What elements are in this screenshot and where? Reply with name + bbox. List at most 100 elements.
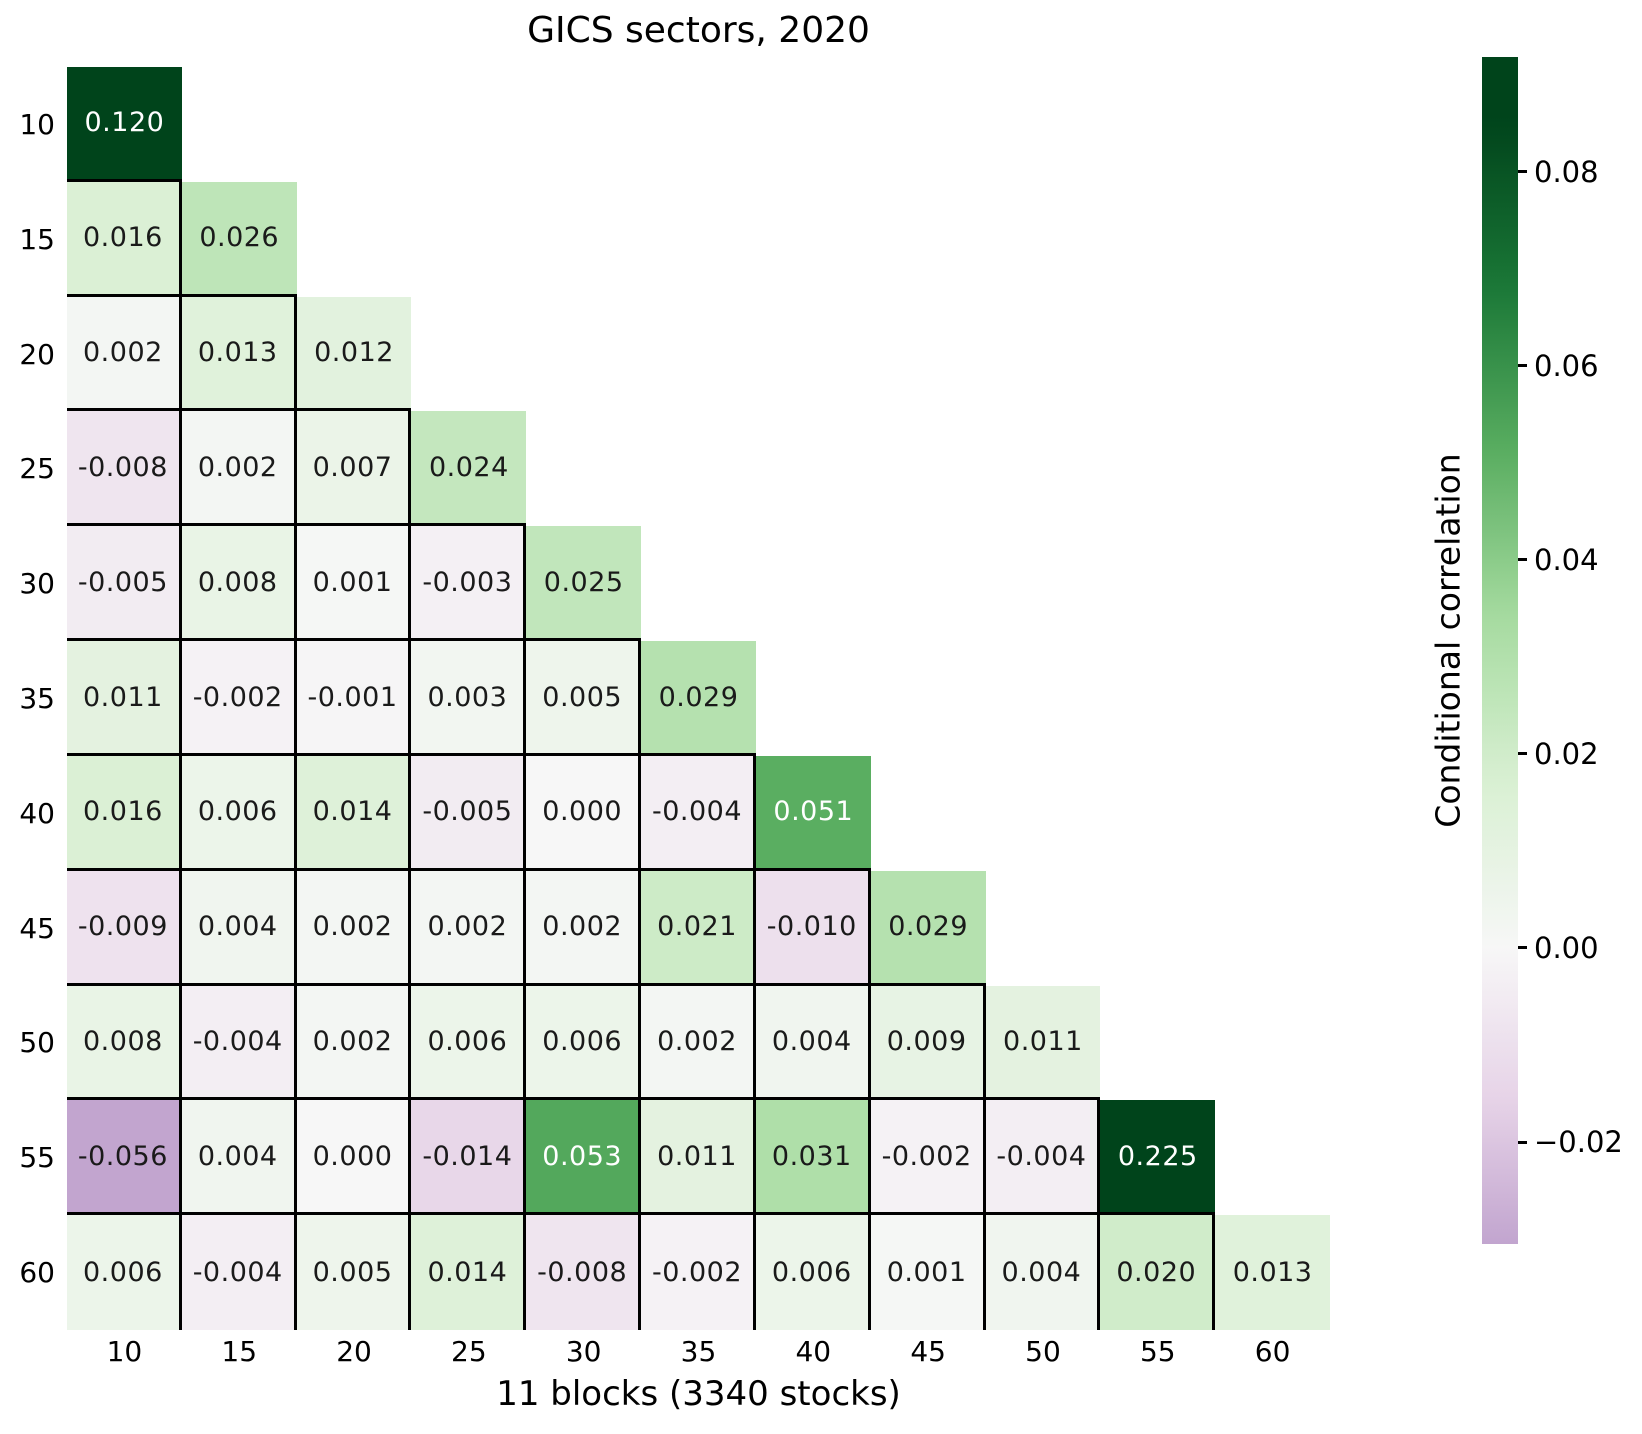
heatmap-cell: 0.004	[755, 985, 871, 1101]
heatmap-cell: 0.006	[67, 1215, 182, 1330]
x-tick-label: 25	[451, 1334, 487, 1368]
cell-value: -0.004	[651, 796, 743, 828]
colorbar-tick-label: 0.06	[1534, 348, 1599, 383]
cell-value: 0.004	[197, 1140, 278, 1172]
y-tick-label: 30	[19, 567, 55, 601]
cell-value: -0.002	[651, 1257, 743, 1289]
heatmap-cell: -0.056	[67, 1100, 182, 1216]
heatmap-cell: 0.003	[411, 641, 527, 756]
cell-value: -0.014	[422, 1140, 513, 1172]
heatmap-cell: 0.006	[411, 985, 527, 1101]
y-tick-label: 15	[19, 222, 55, 256]
cell-value: 0.001	[312, 566, 393, 598]
heatmap-cell: -0.005	[67, 526, 182, 642]
heatmap-cell: 0.002	[411, 870, 527, 986]
cell-value: -0.004	[192, 1257, 283, 1289]
cell-value: 0.008	[83, 1025, 163, 1057]
heatmap-cell: 0.006	[526, 985, 642, 1101]
heatmap-cell: -0.004	[641, 755, 756, 871]
heatmap-cell: -0.004	[985, 1100, 1101, 1216]
cell-value: -0.003	[422, 566, 513, 598]
heatmap-cell: -0.008	[526, 1215, 642, 1330]
cell-value: 0.001	[886, 1257, 967, 1289]
cell-value: 0.004	[1001, 1257, 1082, 1289]
y-tick-label: 20	[19, 337, 55, 371]
heatmap-cell: 0.001	[296, 526, 412, 642]
cell-value: 0.225	[1117, 1140, 1198, 1172]
x-tick-label: 20	[336, 1334, 372, 1368]
cell-value: 0.002	[197, 451, 278, 483]
cell-value: 0.008	[197, 566, 278, 598]
heatmap-cell: 0.009	[870, 985, 986, 1101]
cell-value: 0.002	[542, 911, 623, 943]
colorbar-tick-label: −0.02	[1534, 1125, 1623, 1160]
heatmap-cell: -0.005	[411, 755, 527, 871]
y-tick-label: 45	[19, 911, 55, 945]
cell-value: 0.004	[771, 1025, 852, 1057]
heatmap-cell: 0.021	[641, 870, 756, 986]
cell-value: 0.013	[1232, 1257, 1313, 1289]
cell-value: 0.006	[197, 796, 278, 828]
cell-value: 0.002	[427, 911, 508, 943]
heatmap-cell: 0.000	[526, 755, 642, 871]
y-tick-label: 35	[19, 682, 55, 715]
x-tick-label: 15	[221, 1334, 258, 1368]
heatmap-cell: 0.029	[641, 641, 756, 756]
colorbar-tick	[1518, 1140, 1527, 1144]
cell-value: -0.056	[77, 1140, 168, 1172]
colorbar-tick	[1518, 170, 1527, 174]
cell-value: 0.025	[543, 566, 624, 598]
heatmap-cell: 0.004	[181, 870, 297, 986]
y-tick-label: 50	[19, 1026, 55, 1060]
cell-value: -0.004	[996, 1140, 1087, 1172]
chart-title: GICS sectors, 2020	[527, 10, 870, 51]
cell-value: 0.012	[314, 337, 394, 369]
y-tick-label: 10	[19, 107, 55, 141]
cell-value: 0.000	[312, 1140, 393, 1172]
cell-value: 0.014	[427, 1257, 508, 1289]
y-tick-label: 60	[19, 1256, 55, 1290]
cell-value: -0.005	[77, 566, 168, 598]
heatmap-cell: 0.120	[67, 67, 182, 182]
cell-value: 0.002	[312, 1025, 393, 1057]
heatmap-cell: -0.009	[67, 870, 182, 986]
cell-value: 0.002	[83, 337, 163, 369]
colorbar	[1482, 57, 1518, 1244]
heatmap-cell: 0.002	[67, 296, 182, 412]
cell-value: 0.029	[658, 681, 739, 713]
cell-value: 0.000	[542, 796, 623, 828]
heatmap-cell: 0.011	[67, 641, 182, 756]
heatmap-cell: 0.002	[641, 985, 756, 1101]
heatmap-cell: 0.005	[526, 641, 642, 756]
cell-value: -0.004	[192, 1025, 283, 1057]
heatmap-cell: 0.014	[411, 1215, 527, 1330]
cell-value: 0.013	[197, 337, 278, 369]
heatmap-cell: 0.225	[1100, 1100, 1216, 1216]
heatmap-cell: 0.005	[296, 1215, 412, 1330]
cell-value: 0.026	[199, 222, 280, 254]
heatmap-cell: 0.016	[67, 181, 182, 297]
colorbar-tick	[1518, 364, 1527, 368]
cell-value: 0.002	[657, 1025, 737, 1057]
heatmap-cell: -0.010	[755, 870, 871, 986]
heatmap-cell: 0.008	[67, 985, 182, 1101]
heatmap-cell: 0.013	[181, 296, 297, 412]
heatmap-cell: 0.004	[181, 1100, 297, 1216]
cell-value: 0.020	[1116, 1257, 1197, 1289]
cell-value: 0.011	[83, 681, 163, 713]
y-tick-label: 55	[19, 1141, 55, 1175]
heatmap-cell: -0.003	[411, 526, 527, 642]
heatmap-cell: 0.011	[985, 985, 1101, 1101]
colorbar-tick	[1518, 558, 1527, 562]
heatmap-cell: -0.004	[181, 985, 297, 1101]
x-tick-label: 35	[680, 1334, 717, 1368]
cell-value: -0.008	[77, 451, 168, 483]
x-axis-label: 11 blocks (3340 stocks)	[496, 1374, 901, 1414]
heatmap-cell: 0.008	[181, 526, 297, 642]
heatmap-cell: -0.002	[181, 641, 297, 756]
heatmap-cell: -0.001	[296, 641, 412, 756]
cell-value: -0.002	[881, 1140, 972, 1172]
cell-value: 0.016	[83, 222, 163, 254]
heatmap-cell: 0.002	[296, 870, 412, 986]
